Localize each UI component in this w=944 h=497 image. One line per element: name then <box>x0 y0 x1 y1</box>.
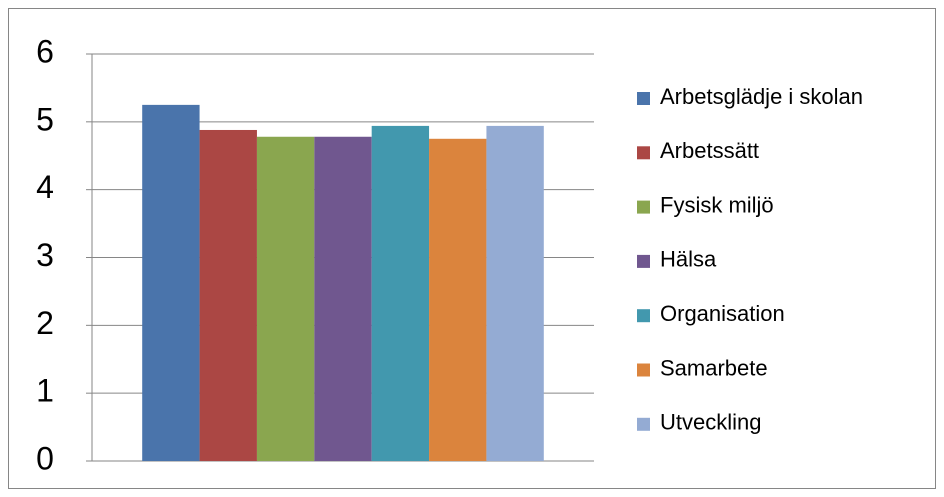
legend-label: Hälsa <box>660 247 717 272</box>
y-tick-label: 0 <box>36 440 54 476</box>
legend-label: Arbetssätt <box>660 138 759 163</box>
legend-swatch <box>637 417 650 431</box>
legend-swatch <box>637 146 650 160</box>
y-tick-label: 5 <box>36 101 54 137</box>
bar <box>429 138 487 461</box>
legend-label: Utveckling <box>660 410 761 435</box>
legend-swatch <box>637 200 650 214</box>
legend-label: Arbetsglädje i skolan <box>660 84 863 109</box>
legend-swatch <box>637 363 650 377</box>
y-tick-label: 1 <box>36 373 54 409</box>
legend-swatch <box>637 92 650 105</box>
y-tick-label: 4 <box>36 169 54 205</box>
y-tick-label: 2 <box>36 305 54 341</box>
legend-label: Samarbete <box>660 355 768 380</box>
y-tick-label: 6 <box>36 33 54 69</box>
bar <box>256 136 315 462</box>
legend-label: Organisation <box>660 301 785 326</box>
bar <box>486 125 544 462</box>
y-tick-label: 3 <box>36 237 54 273</box>
bar <box>371 125 430 462</box>
bar <box>142 104 200 461</box>
bar <box>314 136 372 462</box>
legend-label: Fysisk miljö <box>660 192 774 217</box>
bar <box>199 129 257 461</box>
legend-swatch <box>637 254 650 268</box>
legend-swatch <box>637 309 650 323</box>
